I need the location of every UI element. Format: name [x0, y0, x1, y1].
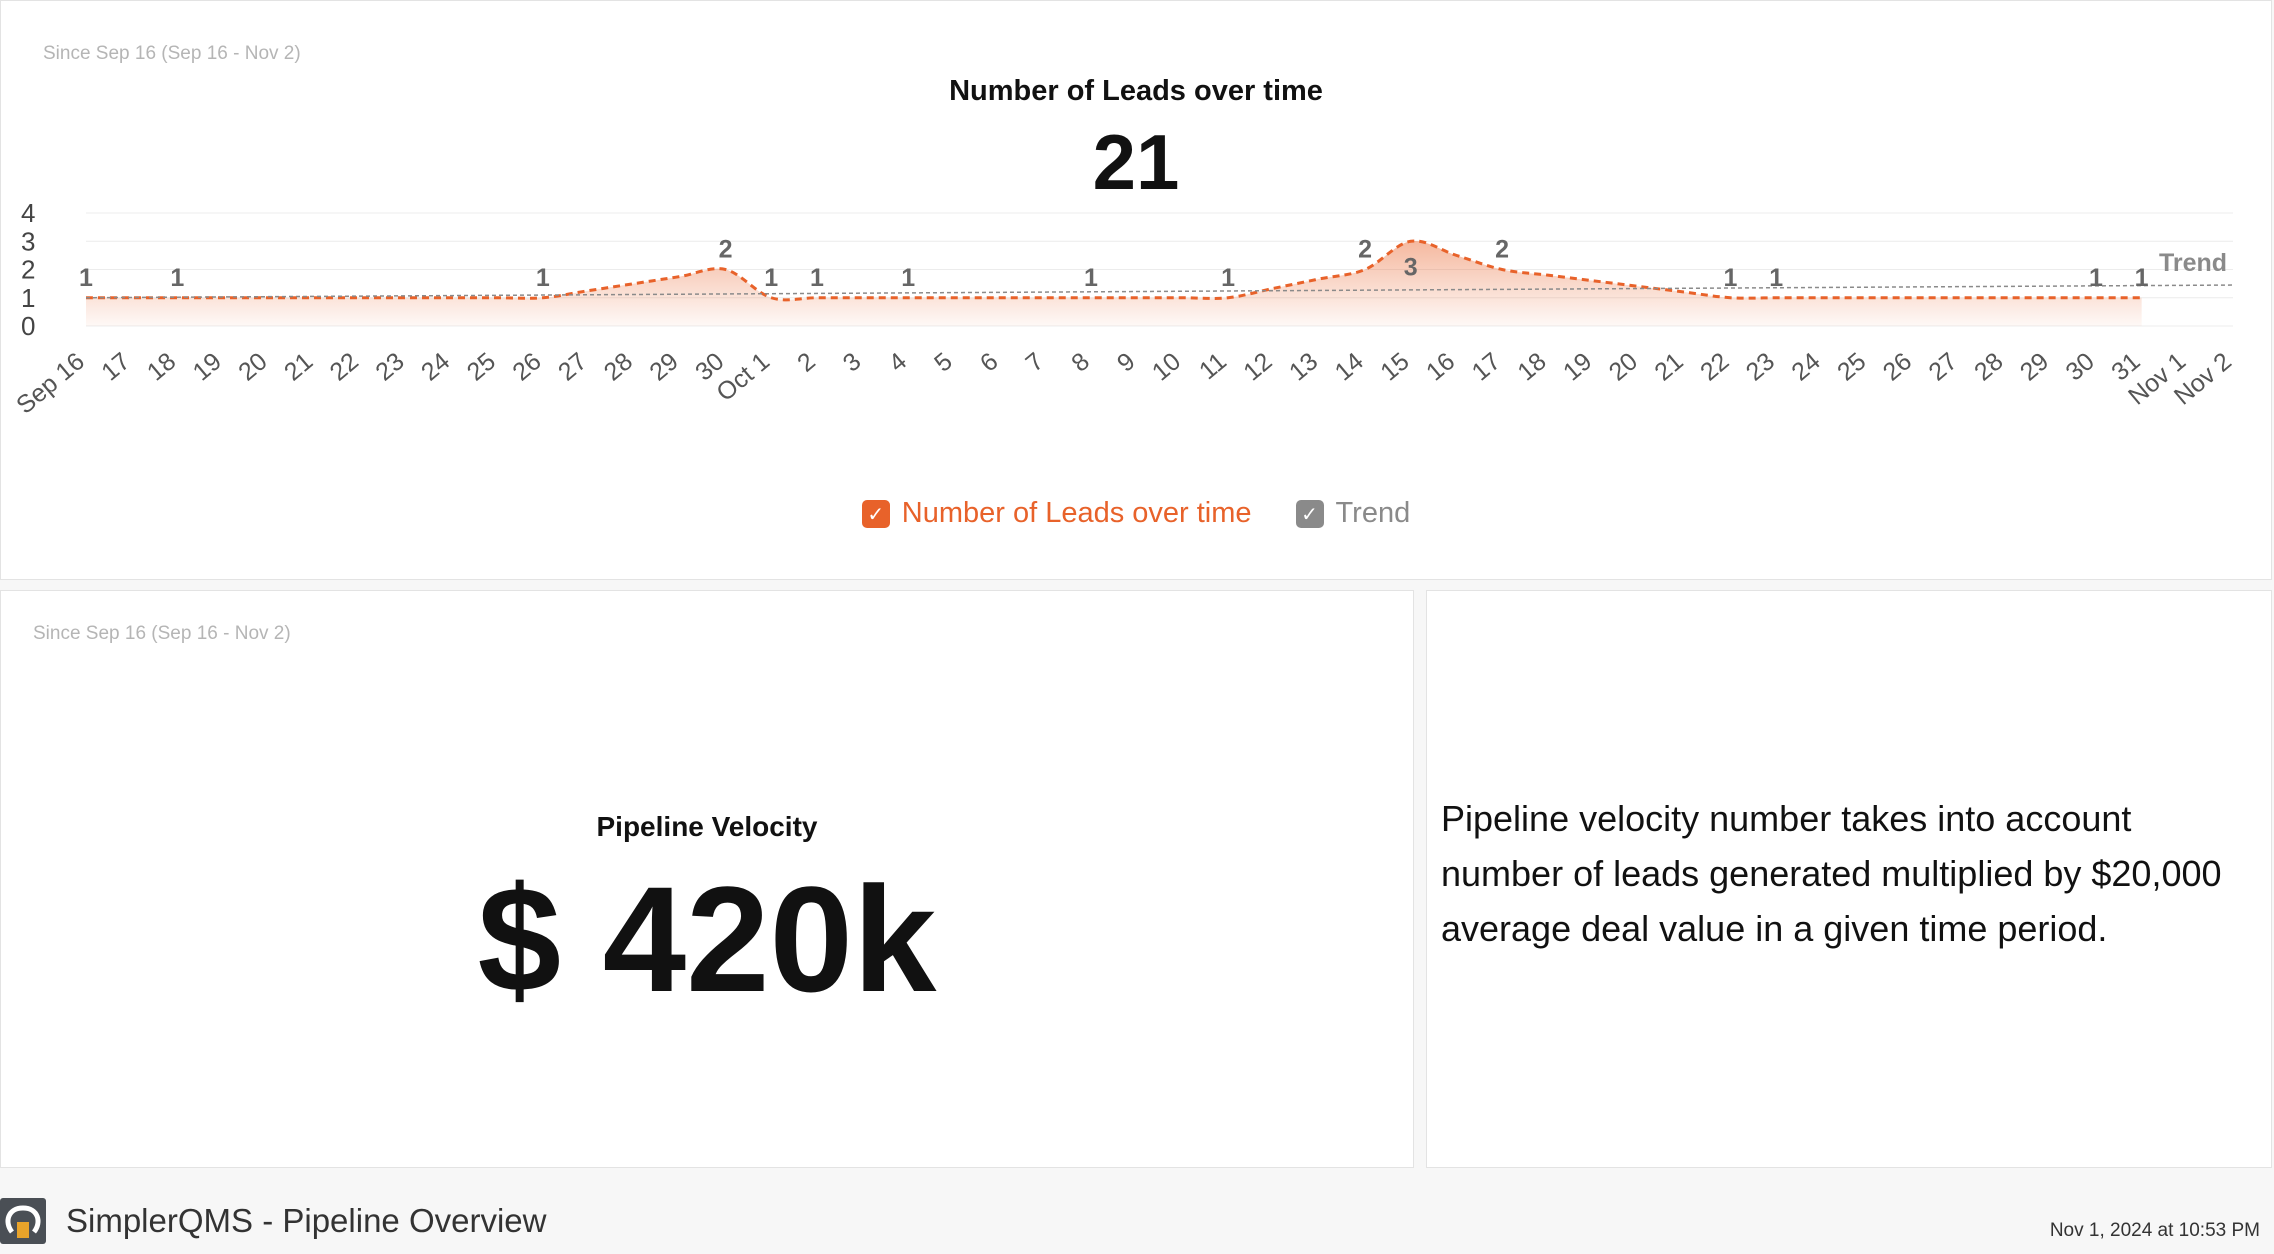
- velocity-title: Pipeline Velocity: [596, 811, 818, 842]
- data-label: 1: [901, 264, 915, 292]
- legend-item-leads[interactable]: ✓ Number of Leads over time: [861, 497, 1252, 530]
- x-tick-label: 20: [233, 347, 272, 386]
- x-tick-label: 22: [1695, 347, 1734, 386]
- x-tick-label: 26: [1878, 347, 1917, 386]
- data-label: 3: [1404, 253, 1418, 281]
- x-tick-label: 13: [1284, 347, 1323, 386]
- x-tick-label: 28: [599, 347, 638, 386]
- x-tick-label: 14: [1330, 347, 1369, 386]
- data-label: 1: [170, 264, 184, 292]
- x-tick-label: Oct 1: [711, 347, 775, 407]
- x-tick-label: 26: [507, 347, 546, 386]
- x-tick-label: 7: [1021, 347, 1050, 377]
- y-tick-label: 1: [21, 283, 35, 313]
- x-tick-label: 21: [1649, 347, 1688, 386]
- simplerqms-logo-icon: [0, 1198, 46, 1244]
- x-tick-label: 4: [883, 347, 912, 377]
- x-tick-label: 19: [1558, 347, 1597, 386]
- x-tick-label: 8: [1066, 347, 1095, 377]
- x-tick-label: 5: [929, 347, 958, 377]
- y-tick-label: 2: [21, 255, 35, 285]
- x-tick-label: 18: [142, 347, 181, 386]
- x-tick-label: 19: [188, 347, 227, 386]
- data-label: 1: [2089, 264, 2103, 292]
- chart-title: Number of Leads over time: [949, 75, 1323, 107]
- pipeline-velocity-panel: Since Sep 16 (Sep 16 - Nov 2) Pipeline V…: [0, 590, 1414, 1168]
- velocity-period-label: Since Sep 16 (Sep 16 - Nov 2): [33, 623, 291, 644]
- x-tick-label: 11: [1194, 347, 1232, 385]
- x-tick-label: 28: [1969, 347, 2008, 386]
- x-tick-label: 17: [96, 347, 135, 386]
- x-tick-label: 16: [1421, 347, 1460, 386]
- data-label: 1: [764, 264, 778, 292]
- x-tick-label: 23: [370, 347, 409, 386]
- data-label: 1: [536, 264, 550, 292]
- x-tick-label: 29: [2015, 347, 2054, 386]
- x-tick-label: 24: [1786, 347, 1825, 386]
- trend-line: [85, 284, 2234, 299]
- y-tick-label: 0: [21, 311, 35, 341]
- x-tick-label: 6: [975, 347, 1004, 377]
- x-tick-label: 30: [2061, 347, 2100, 386]
- y-tick-label: 4: [21, 198, 35, 228]
- data-label: 2: [719, 236, 733, 264]
- data-label: 1: [1769, 264, 1783, 292]
- leads-area-fill: [86, 240, 2142, 326]
- x-tick-label: 18: [1512, 347, 1551, 386]
- data-label: 1: [1084, 264, 1098, 292]
- checkbox-checked-icon: ✓: [1295, 499, 1324, 528]
- x-tick-label: 17: [1467, 347, 1506, 386]
- legend-item-trend[interactable]: ✓ Trend: [1295, 497, 1411, 530]
- x-tick-label: 27: [1923, 347, 1962, 386]
- x-tick-label: 9: [1112, 347, 1141, 377]
- report-timestamp: Nov 1, 2024 at 10:53 PM: [2049, 1220, 2260, 1241]
- x-tick-label: 10: [1147, 347, 1186, 386]
- x-tick-label: 24: [416, 347, 455, 386]
- data-label: 2: [1358, 236, 1372, 264]
- x-tick-label: 23: [1741, 347, 1780, 386]
- data-label: 1: [2135, 264, 2149, 292]
- dashboard-title: SimplerQMS - Pipeline Overview: [66, 1202, 547, 1239]
- checkbox-checked-icon: ✓: [861, 499, 890, 528]
- x-tick-label: 12: [1238, 347, 1277, 386]
- data-label: 1: [1221, 264, 1235, 292]
- trend-label: Trend: [2159, 249, 2227, 277]
- data-label: 2: [1495, 236, 1509, 264]
- velocity-explanation-text: Pipeline velocity number takes into acco…: [1441, 798, 2222, 949]
- x-tick-label: 27: [553, 347, 592, 386]
- legend-label-trend: Trend: [1335, 497, 1411, 529]
- chart-period-label: Since Sep 16 (Sep 16 - Nov 2): [43, 43, 301, 64]
- x-tick-label: 25: [462, 347, 501, 386]
- x-tick-label: Sep 16: [11, 347, 90, 419]
- x-tick-label: 25: [1832, 347, 1871, 386]
- x-tick-label: 20: [1604, 347, 1643, 386]
- data-label: 1: [1724, 264, 1738, 292]
- footer: SimplerQMS - Pipeline Overview Nov 1, 20…: [0, 1168, 2274, 1254]
- x-tick-label: 3: [838, 347, 867, 377]
- leads-series-line: [86, 239, 2142, 302]
- x-tick-label: 15: [1375, 347, 1414, 386]
- leads-total-value: 21: [1092, 118, 1180, 206]
- velocity-explanation-panel: Pipeline velocity number takes into acco…: [1426, 590, 2272, 1168]
- x-tick-label: 21: [279, 347, 318, 386]
- data-label: 1: [810, 264, 824, 292]
- x-tick-label: 2: [792, 347, 821, 377]
- x-tick-label: 29: [644, 347, 683, 386]
- y-tick-label: 3: [21, 226, 35, 256]
- leads-chart-panel: Since Sep 16 (Sep 16 - Nov 2) Number of …: [0, 0, 2272, 580]
- data-label: 1: [79, 264, 93, 292]
- x-tick-label: 22: [325, 347, 364, 386]
- legend-label-leads: Number of Leads over time: [901, 497, 1252, 529]
- chart-legend: ✓ Number of Leads over time ✓ Trend: [1, 497, 2271, 530]
- velocity-value: $ 420k: [477, 855, 937, 1023]
